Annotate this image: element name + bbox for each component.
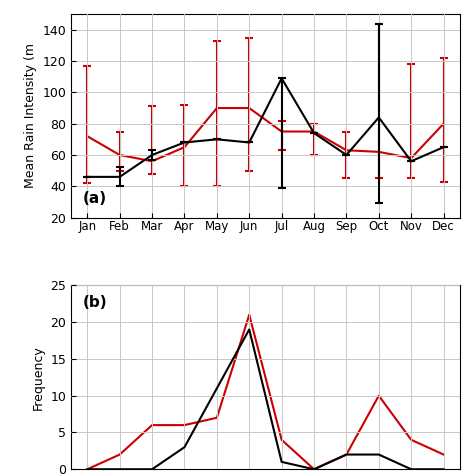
Y-axis label: Frequency: Frequency — [32, 345, 45, 410]
Text: (b): (b) — [83, 295, 108, 310]
Y-axis label: Mean Rain Intensity (m: Mean Rain Intensity (m — [24, 44, 37, 188]
Text: (a): (a) — [83, 191, 107, 206]
